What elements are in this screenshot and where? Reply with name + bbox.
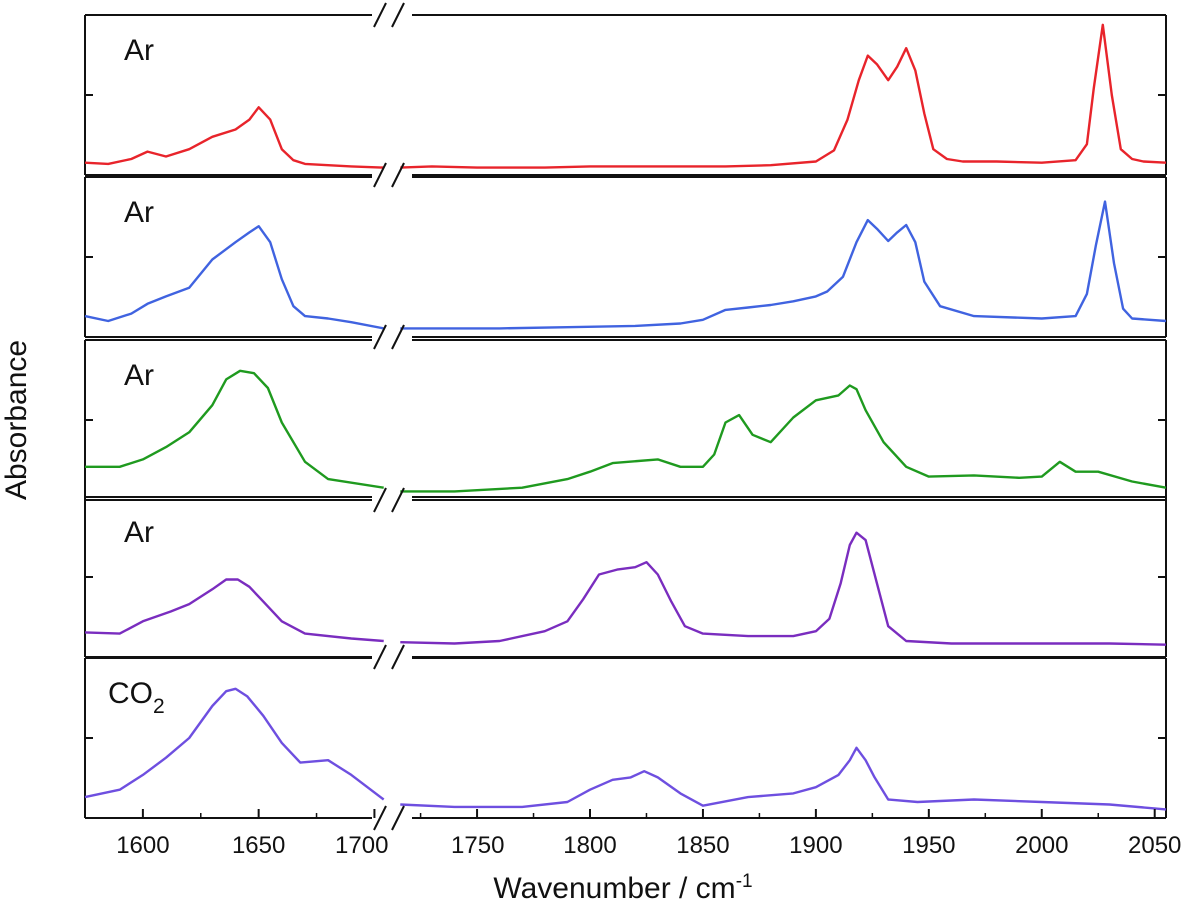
x-tick-label: 2050 <box>1128 832 1181 859</box>
x-tick-label: 1950 <box>902 832 955 859</box>
spectrum-line-left <box>84 687 385 801</box>
x-tick-label: 2000 <box>1015 832 1068 859</box>
matrix-label: Ar <box>124 516 154 549</box>
matrix-label: CO2 <box>108 677 165 718</box>
spectrum-panel-2: Ar <box>84 176 1167 338</box>
axis-break-slash-left <box>373 805 387 831</box>
matrix-label-text: Ar <box>124 516 154 549</box>
matrix-label-text: CO <box>108 677 153 710</box>
spectrum-panel-3: Ar <box>84 339 1167 501</box>
matrix-label-text: Ar <box>124 359 154 392</box>
matrix-label: Ar <box>124 34 154 67</box>
x-tick-label: 1700 <box>335 832 388 859</box>
spectrum-panel-5: CO2 <box>84 657 1167 819</box>
matrix-label-text: Ar <box>124 34 154 67</box>
y-axis-title: Absorbance <box>0 340 33 500</box>
spectrum-line-right <box>400 200 1167 330</box>
axis-break-slash-left <box>373 644 387 670</box>
axis-break-slash-right <box>391 162 405 188</box>
axis-break-slash-left <box>373 324 387 350</box>
spectrum-line-left <box>84 106 384 169</box>
matrix-label: Ar <box>124 359 154 392</box>
x-tick-label: 1600 <box>116 832 169 859</box>
spectrum-line-right <box>400 746 1167 811</box>
x-tick-label: 1800 <box>563 832 616 859</box>
axis-break-marks <box>373 2 405 831</box>
spectrum-panel-4: Ar <box>84 496 1167 658</box>
x-axis-title: Wavenumber / cm-1 <box>493 871 752 905</box>
x-tick-label: 1750 <box>451 832 504 859</box>
spectrum-line-right <box>400 531 1167 646</box>
axis-break-slash-right <box>391 644 405 670</box>
axis-break-slash-right <box>391 487 405 513</box>
spectrum-line-right <box>400 23 1167 169</box>
spectrum-line-left <box>85 369 384 489</box>
spectra-panels: Ar Ar Ar Ar CO2 <box>84 14 1167 819</box>
x-tick-label: 1650 <box>232 832 285 859</box>
spectrum-line-left <box>84 578 384 643</box>
spectrum-line-right <box>400 384 1167 493</box>
axis-break-slash-right <box>391 2 405 28</box>
matrix-label-subscript: 2 <box>153 695 165 718</box>
axis-break-slash-right <box>391 324 405 350</box>
axis-break-slash-left <box>373 2 387 28</box>
matrix-label-text: Ar <box>124 196 154 229</box>
axis-break-slash-left <box>373 162 387 188</box>
spectrum-panel-1: Ar <box>84 14 1167 176</box>
spectrum-line-left <box>84 224 384 330</box>
axis-break-slash-right <box>391 805 405 831</box>
axis-break-slash-left <box>373 487 387 513</box>
x-tick-label: 1900 <box>789 832 842 859</box>
matrix-label: Ar <box>124 196 154 229</box>
x-axis: 1600 1650 1700 1750 1800 1850 1900 1950 2000 2050 <box>84 809 1181 859</box>
x-tick-label: 1850 <box>676 832 729 859</box>
